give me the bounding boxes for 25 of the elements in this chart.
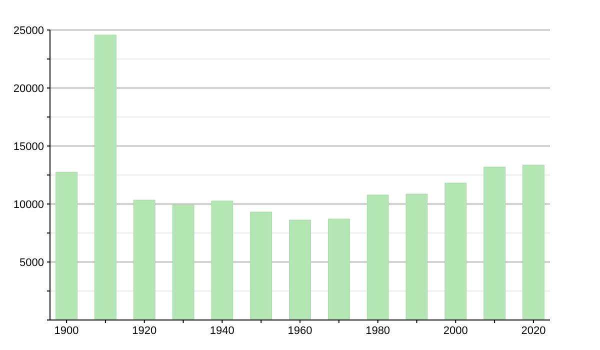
bar xyxy=(289,220,311,320)
x-tick-label: 2000 xyxy=(443,325,468,337)
y-tick-label: 25000 xyxy=(13,24,44,37)
bar xyxy=(444,182,467,320)
bar xyxy=(406,194,428,320)
x-tick-label: 1960 xyxy=(288,325,312,337)
bar xyxy=(484,166,506,320)
bar xyxy=(366,194,389,320)
bar xyxy=(133,200,156,320)
y-tick-label: 5000 xyxy=(20,256,44,269)
x-tick-label: 1940 xyxy=(210,325,234,337)
bar xyxy=(172,204,194,320)
bar xyxy=(522,164,544,320)
x-tick-label: 1900 xyxy=(54,325,79,337)
y-tick-label: 10000 xyxy=(13,198,44,211)
y-tick-label: 15000 xyxy=(13,140,44,153)
x-tick-label: 1920 xyxy=(132,325,157,337)
bar xyxy=(94,34,116,320)
y-tick-label: 20000 xyxy=(13,82,44,95)
bar xyxy=(250,212,272,320)
x-tick-label: 1980 xyxy=(366,325,390,337)
bar xyxy=(211,200,234,320)
bar xyxy=(56,172,78,320)
bar xyxy=(328,218,350,320)
x-tick-label: 2020 xyxy=(521,325,546,337)
